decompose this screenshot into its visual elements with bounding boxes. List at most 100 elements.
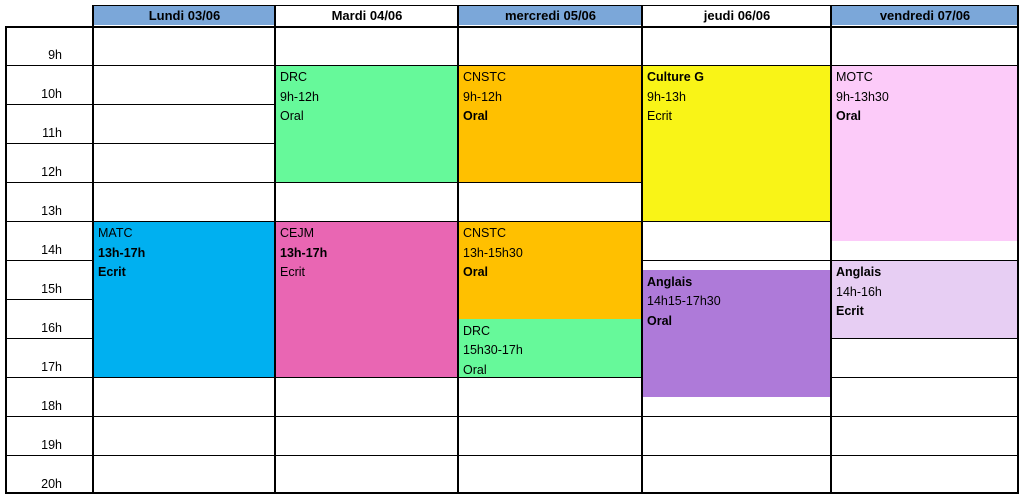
day-header: vendredi 07/06 [832,6,1018,25]
event-text: Ecrit [98,265,126,279]
event-block[interactable]: CNSTC 9h-12h Oral [459,65,641,182]
grid-line [642,416,831,417]
grid-line [275,416,458,417]
grid-line [831,260,1018,261]
grid-line [5,221,93,222]
grid-line [93,455,275,456]
hour-label: 15h [41,282,62,296]
event-block[interactable]: MOTC 9h-13h30 Oral [832,65,1017,241]
day-header: jeudi 06/06 [643,6,831,25]
grid-line [458,182,642,183]
hour-label: 17h [41,360,62,374]
event-text: Oral [463,109,489,123]
hour-label: 11h [42,126,62,140]
grid-line [830,5,832,494]
grid-line [5,299,93,300]
hour-label: 10h [41,87,62,101]
grid-line [93,416,275,417]
event-text: Oral [836,109,862,123]
hour-label: 19h [41,438,62,452]
grid-line [93,104,275,105]
grid-line [5,377,93,378]
event-text: Oral [463,362,487,377]
event-text: 9h-13h30 [836,89,889,104]
grid-line [274,5,276,494]
event-text: 14h-16h [836,284,882,299]
event-block[interactable]: MATC 13h-17h Ecrit [94,221,274,377]
grid-line [5,26,1019,28]
grid-line [5,260,93,261]
grid-line [831,455,1018,456]
day-header: Lundi 03/06 [94,6,275,25]
hour-label: 20h [41,477,62,491]
grid-line [5,455,93,456]
grid-line [275,455,458,456]
event-text: 9h-13h [647,89,686,104]
grid-line [458,221,642,222]
event-text: CEJM [280,226,315,240]
grid-line [1017,5,1019,494]
event-text: Oral [280,109,304,123]
day-header: mercredi 05/06 [459,6,642,25]
event-block[interactable]: DRC 15h30-17h Oral [459,318,641,377]
grid-line [5,492,1019,494]
event-text: MATC [98,226,133,240]
grid-line [275,65,458,66]
grid-line [642,65,831,66]
grid-line [641,5,643,494]
hour-label: 18h [41,399,62,413]
hour-label: 12h [41,165,62,179]
hour-label: 16h [41,321,62,335]
event-text: Oral [647,313,673,328]
grid-line [458,455,642,456]
hour-label: 9h [48,48,62,62]
event-text: 9h-12h [280,89,319,104]
grid-line [275,182,458,183]
event-text: 13h-17h [98,245,146,260]
hour-label: 14h [41,243,62,257]
grid-line [458,65,642,66]
grid-line [275,221,458,222]
event-block[interactable]: CEJM 13h-17h Ecrit [276,221,457,377]
grid-line [92,5,94,494]
grid-line [5,416,93,417]
grid-line [5,65,93,66]
grid-line [5,182,93,183]
event-block[interactable]: Culture G 9h-13h Ecrit [643,65,830,221]
grid-line [458,416,642,417]
event-block[interactable]: Anglais 14h15-17h30 Oral [643,269,830,397]
event-text: 13h-15h30 [463,245,523,260]
event-block[interactable]: CNSTC 13h-15h30 Oral [459,221,641,319]
hour-label: 13h [41,204,62,218]
event-block[interactable]: DRC 9h-12h Oral [276,65,457,182]
grid-line [5,104,93,105]
grid-line [831,338,1018,339]
grid-line [275,377,458,378]
event-text: 9h-12h [463,89,502,104]
event-text: CNSTC [463,70,507,84]
grid-line [93,377,275,378]
grid-line [93,182,275,183]
grid-line [642,221,831,222]
grid-line [5,26,7,494]
event-text: DRC [280,70,308,84]
grid-line [93,143,275,144]
event-text: CNSTC [463,226,507,240]
grid-line [831,416,1018,417]
grid-line [5,338,93,339]
grid-line [5,143,93,144]
grid-line [93,221,275,222]
event-text: Ecrit [836,304,864,318]
grid-line [458,377,642,378]
grid-line [831,65,1018,66]
event-text: 14h15-17h30 [647,294,721,309]
grid-line [642,260,831,261]
event-text: MOTC [836,70,873,84]
event-block[interactable]: Anglais 14h-16h Ecrit [832,260,1017,338]
event-text: 15h30-17h [463,343,523,357]
day-header: Mardi 04/06 [276,6,458,25]
event-text: Anglais [836,265,882,279]
event-text: Ecrit [280,265,305,279]
grid-line [457,5,459,494]
